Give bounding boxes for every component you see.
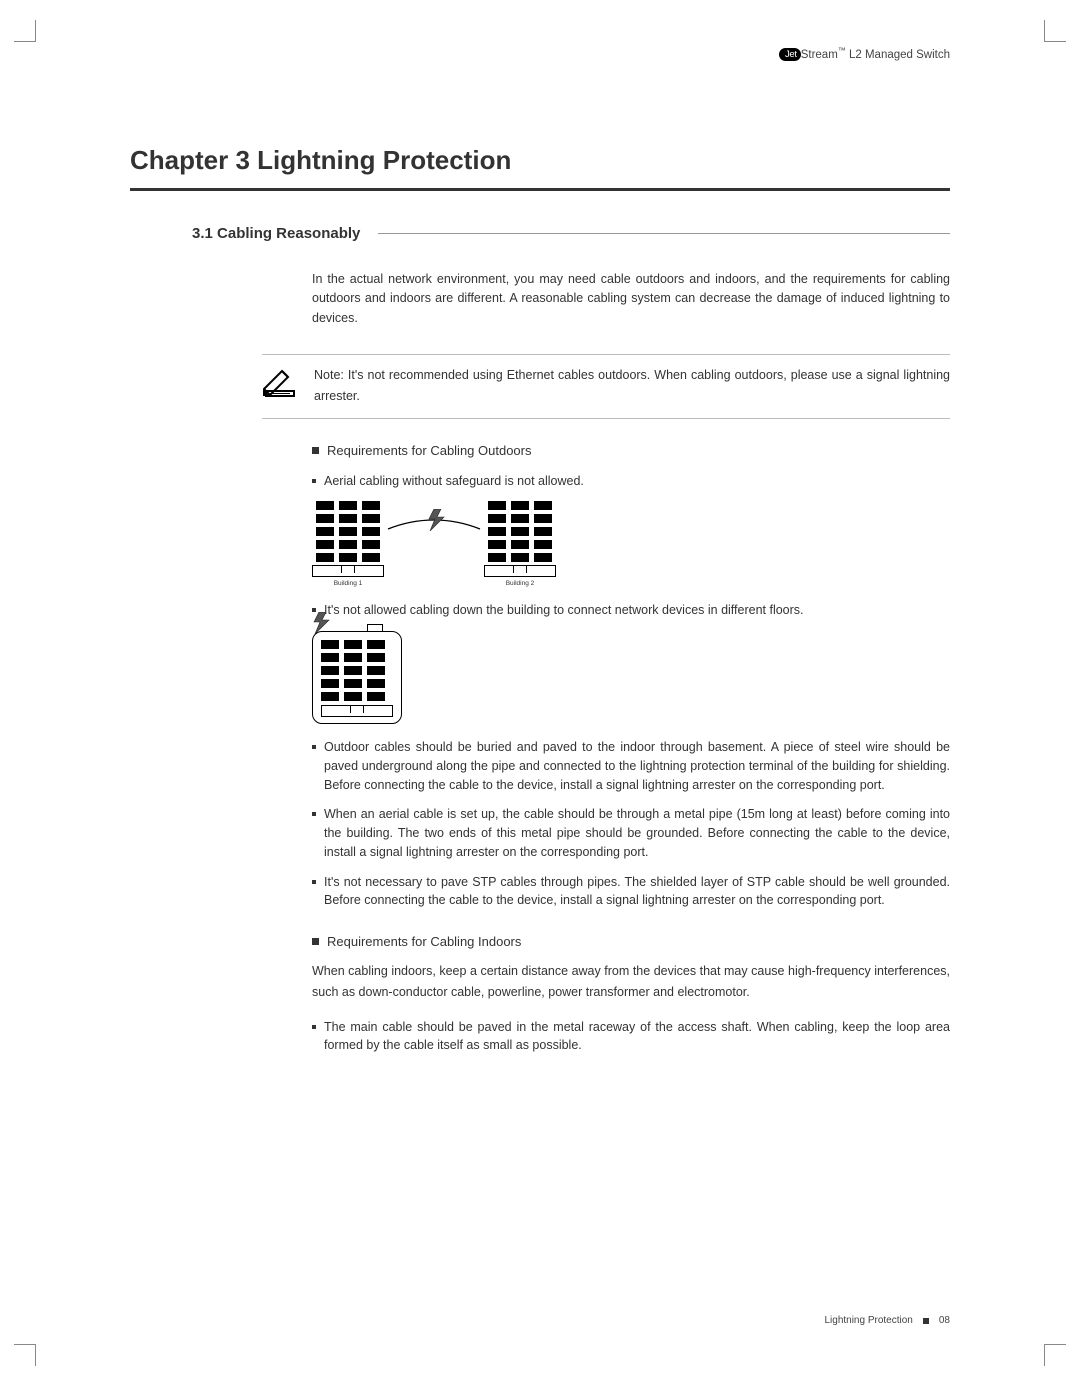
- lightning-icon: [426, 509, 448, 531]
- section-heading-row: 3.1 Cabling Reasonably: [130, 225, 950, 242]
- footer-bullet-icon: [923, 1318, 929, 1324]
- note-text: Note: It's not recommended using Etherne…: [314, 365, 950, 408]
- lightning-icon: [311, 612, 333, 634]
- bullet-out-1: Aerial cabling without safeguard is not …: [312, 472, 950, 491]
- footer-section: Lightning Protection: [824, 1315, 912, 1326]
- running-header: Jet Stream™ L2 Managed Switch: [130, 46, 950, 67]
- page-content: Jet Stream™ L2 Managed Switch Chapter 3 L…: [130, 46, 950, 1326]
- building-2: Building 2: [484, 501, 556, 587]
- outdoors-heading-text: Requirements for Cabling Outdoors: [327, 443, 532, 458]
- crop-mark-br: [1044, 1344, 1066, 1366]
- crop-mark-tr: [1044, 20, 1066, 42]
- building-1-label: Building 1: [334, 580, 363, 587]
- brand-rest: Stream: [801, 49, 838, 61]
- crop-mark-bl: [14, 1344, 36, 1366]
- trademark: ™: [838, 46, 846, 55]
- note-block: Note: It's not recommended using Etherne…: [262, 354, 950, 419]
- bullet-out-4: When an aerial cable is set up, the cabl…: [312, 805, 950, 861]
- note-icon: [262, 365, 298, 402]
- diagram-single-building: [312, 631, 950, 724]
- square-bullet-icon: [312, 447, 319, 454]
- product-suffix: L2 Managed Switch: [846, 49, 950, 61]
- indoors-heading: Requirements for Cabling Indoors: [312, 934, 950, 949]
- bullet-out-2: It's not allowed cabling down the buildi…: [312, 601, 950, 620]
- bullet-out-5: It's not necessary to pave STP cables th…: [312, 873, 950, 911]
- crop-mark-tl: [14, 20, 36, 42]
- indoors-paragraph: When cabling indoors, keep a certain dis…: [312, 961, 950, 1004]
- square-bullet-icon: [312, 938, 319, 945]
- section-rule: [378, 233, 950, 234]
- brand-pill: Jet: [779, 48, 801, 61]
- indoors-heading-text: Requirements for Cabling Indoors: [327, 934, 521, 949]
- brand-prefix: Jet: [785, 49, 797, 60]
- building-1: Building 1: [312, 501, 384, 587]
- outdoors-heading: Requirements for Cabling Outdoors: [312, 443, 950, 458]
- aerial-cable: [390, 519, 478, 587]
- section-title: 3.1 Cabling Reasonably: [130, 225, 360, 242]
- bullet-in-1: The main cable should be paved in the me…: [312, 1018, 950, 1056]
- chapter-title: Chapter 3 Lightning Protection: [130, 145, 950, 191]
- building-2-label: Building 2: [506, 580, 535, 587]
- bullet-out-3: Outdoor cables should be buried and pave…: [312, 738, 950, 794]
- intro-paragraph: In the actual network environment, you m…: [312, 270, 950, 328]
- diagram-two-buildings: Building 1 Building 2: [312, 501, 950, 587]
- connection-box: [367, 624, 383, 632]
- page-footer: Lightning Protection 08: [824, 1315, 950, 1326]
- footer-page: 08: [939, 1315, 950, 1326]
